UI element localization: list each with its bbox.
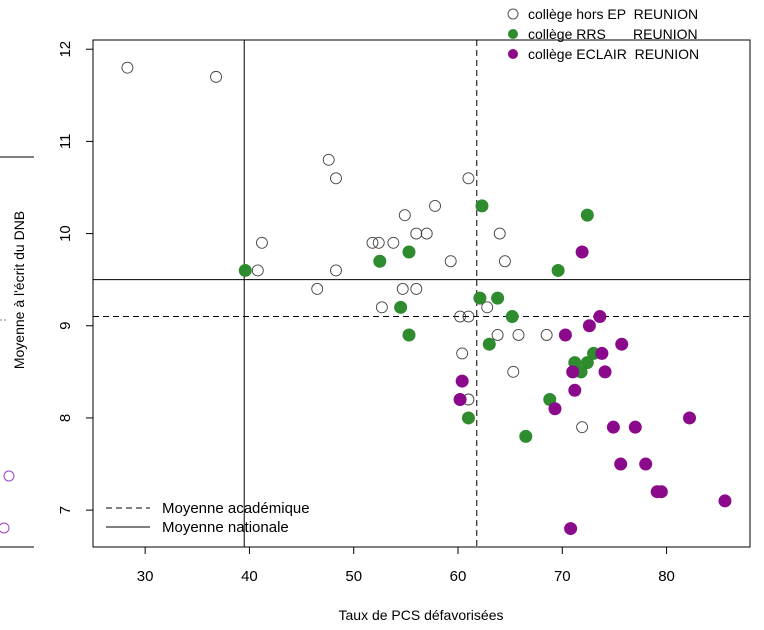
point-hors-ep: [322, 153, 335, 166]
point-eclair: [606, 420, 620, 434]
point-rrs: [580, 208, 594, 222]
point-hors-ep: [255, 236, 268, 249]
point-rrs: [475, 199, 489, 213]
y-tick-label: 10: [57, 225, 74, 242]
legend-top: collège hors EP REUNION collège RRS REUN…: [507, 6, 699, 62]
point-eclair: [593, 310, 607, 324]
x-tick-label: 30: [137, 568, 154, 585]
legend-label-academique: Moyenne académique: [162, 500, 310, 517]
legend-marker-rrs: [508, 29, 518, 39]
axes: 30 40 50 60 70 80 7 8 9 10 11 12: [57, 41, 675, 585]
point-hors-ep: [410, 282, 423, 295]
point-eclair: [575, 245, 589, 259]
point-eclair: [718, 494, 732, 508]
point-rrs: [491, 291, 505, 305]
point-eclair: [455, 374, 469, 388]
point-hors-ep: [429, 199, 442, 212]
y-tick-label: 9: [57, 322, 74, 330]
data-points: [121, 61, 732, 536]
point-hors-ep: [481, 301, 494, 314]
point-hors-ep: [210, 70, 223, 83]
point-rrs: [238, 263, 252, 277]
point-rrs: [373, 254, 387, 268]
point-rrs: [402, 328, 416, 342]
y-tick-label: 12: [57, 41, 74, 58]
point-eclair: [582, 319, 596, 333]
point-eclair: [595, 346, 609, 360]
point-hors-ep: [507, 365, 520, 378]
point-hors-ep: [493, 227, 506, 240]
x-tick-label: 50: [345, 568, 362, 585]
point-hors-ep: [444, 255, 457, 268]
point-hors-ep: [396, 282, 409, 295]
point-rrs: [473, 291, 487, 305]
legend-marker-hors-ep: [507, 8, 519, 20]
point-eclair: [598, 365, 612, 379]
point-rrs: [394, 300, 408, 314]
point-hors-ep: [420, 227, 433, 240]
point-hors-ep: [462, 310, 475, 323]
x-tick-label: 70: [554, 568, 571, 585]
point-hors-ep: [330, 172, 342, 185]
point-hors-ep: [251, 264, 264, 277]
point-eclair: [615, 337, 629, 351]
point-hors-ep: [498, 255, 511, 268]
point-eclair: [558, 328, 572, 342]
legend-marker-eclair: [508, 49, 518, 59]
point-eclair: [453, 393, 467, 407]
point-hors-ep: [366, 236, 379, 249]
point-eclair: [564, 522, 578, 536]
point-hors-ep: [576, 421, 589, 434]
point-hors-ep: [410, 227, 423, 240]
point-hors-ep: [456, 347, 469, 360]
point-rrs: [580, 356, 594, 370]
point-eclair: [639, 457, 653, 471]
x-axis-label: Taux de PCS défavorisées: [339, 607, 504, 623]
point-hors-ep: [372, 236, 385, 249]
legend-bottom: Moyenne académique Moyenne nationale: [106, 500, 310, 536]
plot-frame: [92, 39, 751, 548]
point-hors-ep: [540, 329, 553, 341]
y-axis-label: Moyenne à l'écrit du DNB: [11, 211, 27, 369]
point-eclair: [614, 457, 628, 471]
x-tick-label: 80: [658, 568, 675, 585]
point-hors-ep: [311, 282, 324, 295]
point-eclair: [683, 411, 697, 425]
legend-label-nationale: Moyenne nationale: [162, 519, 289, 536]
point-hors-ep: [121, 61, 134, 74]
point-eclair: [566, 365, 580, 379]
point-rrs: [519, 429, 533, 443]
point-hors-ep: [375, 301, 388, 314]
point-hors-ep: [491, 329, 504, 341]
legend-label-hors-ep: collège hors EP REUNION: [528, 6, 698, 22]
reference-lines: [93, 40, 750, 547]
y-tick-label: 7: [57, 506, 74, 514]
point-hors-ep: [387, 236, 400, 249]
point-eclair: [654, 485, 668, 499]
point-hors-ep: [512, 329, 525, 341]
point-eclair: [548, 402, 562, 416]
point-hors-ep: [398, 209, 411, 222]
x-tick-label: 40: [241, 568, 258, 585]
point-rrs: [482, 337, 496, 351]
y-tick-label: 11: [57, 134, 74, 150]
legend-label-eclair: collège ECLAIR REUNION: [528, 46, 699, 62]
legend-label-rrs: collège RRS REUNION: [528, 26, 698, 42]
point-rrs: [402, 245, 416, 259]
left-edge-fragment: [0, 156, 34, 548]
point-hors-ep: [330, 264, 342, 277]
point-rrs: [551, 263, 565, 277]
point-eclair: [628, 420, 642, 434]
point-eclair: [568, 383, 582, 397]
point-rrs: [461, 411, 475, 425]
point-rrs: [505, 310, 519, 324]
point-hors-ep: [454, 310, 467, 323]
x-tick-label: 60: [450, 568, 467, 585]
y-tick-label: 8: [57, 414, 74, 422]
point-hors-ep: [462, 172, 475, 185]
